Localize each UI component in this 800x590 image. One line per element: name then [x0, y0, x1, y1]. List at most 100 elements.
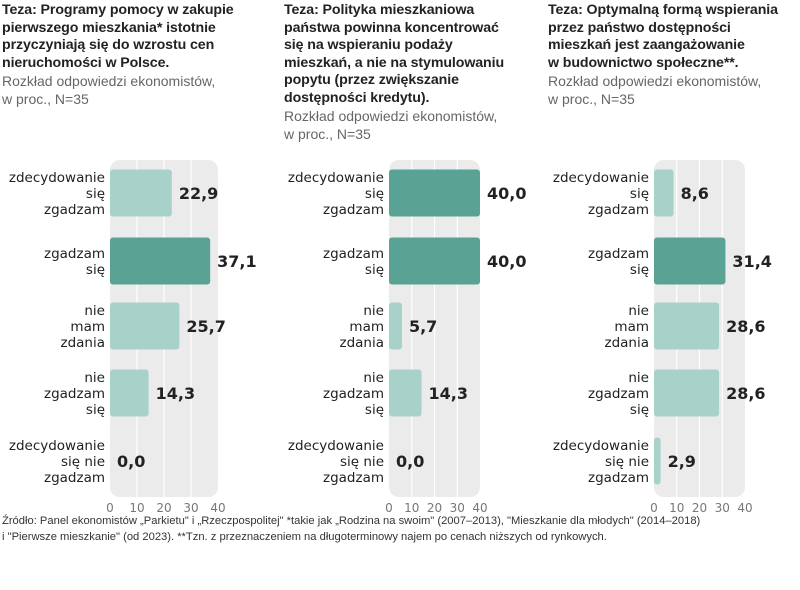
x-tick-label: 10: [404, 501, 419, 515]
value-label: 5,7: [409, 317, 437, 336]
value-label: 2,9: [668, 452, 696, 471]
category-label-line: zgadzam: [588, 246, 649, 262]
category-label: zdecydowanie się zgadzam: [288, 170, 384, 218]
category-label-line: zgadzam: [44, 202, 105, 218]
category-label: zgadzam się: [44, 246, 105, 278]
x-tick-label: 40: [472, 501, 487, 515]
category-label-line: zdecydowanie: [9, 438, 105, 454]
category-label-line: zgadzam: [588, 386, 649, 402]
category-label-line: zgadzam: [323, 470, 384, 486]
x-tick-label: 40: [737, 501, 752, 515]
category-label-line: nie: [628, 370, 649, 386]
x-tick-label: 20: [156, 501, 171, 515]
value-label: 22,9: [179, 184, 218, 203]
bar: [389, 369, 422, 417]
bar: [654, 302, 720, 350]
category-label-line: się: [86, 262, 105, 278]
category-label-line: mam: [349, 319, 384, 335]
value-label: 28,6: [726, 384, 765, 403]
category-label-line: zdecydowanie: [288, 170, 384, 186]
value-label: 14,3: [429, 384, 468, 403]
category-label-line: zdania: [60, 335, 105, 351]
category-label-line: się: [86, 186, 105, 202]
category-label: zdecydowanie się nie zgadzam: [288, 438, 384, 486]
category-label: zdecydowanie się zgadzam: [9, 170, 105, 218]
category-label-line: się nie: [340, 454, 384, 470]
value-label: 14,3: [156, 384, 195, 403]
category-label: nie zgadzam się: [323, 370, 384, 418]
x-tick-label: 30: [450, 501, 465, 515]
category-label-line: się: [365, 402, 384, 418]
category-label-line: się: [630, 262, 649, 278]
category-label-line: zgadzam: [323, 246, 384, 262]
category-label: nie zgadzam się: [588, 370, 649, 418]
category-label: zdecydowanie się nie zgadzam: [553, 438, 649, 486]
x-tick-label: 20: [692, 501, 707, 515]
category-label-line: się: [630, 402, 649, 418]
category-label-line: nie: [363, 303, 384, 319]
chart-title: Teza: Polityka mieszkaniowa państwa powi…: [284, 2, 505, 106]
bar: [110, 169, 172, 217]
category-label-line: zdecydowanie: [553, 170, 649, 186]
value-label: 28,6: [726, 317, 765, 336]
category-label-line: nie: [363, 370, 384, 386]
category-label-line: nie: [84, 303, 105, 319]
x-tick-label: 0: [650, 501, 658, 515]
x-tick-label: 0: [385, 501, 393, 515]
category-label-line: zdecydowanie: [9, 170, 105, 186]
category-label-line: zdecydowanie: [288, 438, 384, 454]
value-label: 40,0: [487, 252, 526, 271]
chart-subtitle: Rozkład odpowiedzi ekonomistów, w proc.,…: [2, 73, 216, 107]
x-tick-label: 30: [183, 501, 198, 515]
category-label-line: zdania: [339, 335, 384, 351]
bar: [654, 369, 720, 417]
x-tick-label: 30: [715, 501, 730, 515]
bar: [389, 237, 480, 285]
bar: [654, 437, 661, 485]
bar: [654, 237, 726, 285]
category-label-line: zgadzam: [44, 386, 105, 402]
value-label: 0,0: [117, 452, 145, 471]
x-tick-label: 0: [106, 501, 114, 515]
category-label-line: mam: [70, 319, 105, 335]
value-label: 0,0: [396, 452, 424, 471]
category-label-line: się: [630, 186, 649, 202]
category-label-line: zgadzam: [323, 386, 384, 402]
category-label: zdecydowanie się zgadzam: [553, 170, 649, 218]
category-label-line: zdecydowanie: [553, 438, 649, 454]
category-label: nie mam zdania: [339, 303, 384, 351]
category-label-line: nie: [84, 370, 105, 386]
category-label-line: zgadzam: [323, 202, 384, 218]
category-label: nie mam zdania: [60, 303, 105, 351]
value-label: 31,4: [732, 252, 771, 271]
x-tick-label: 10: [669, 501, 684, 515]
chart-subtitle: Rozkład odpowiedzi ekonomistów, w proc.,…: [548, 73, 762, 107]
value-label: 37,1: [217, 252, 256, 271]
category-label: zgadzam się: [323, 246, 384, 278]
source-footnote: Źródło: Panel ekonomistów „Parkietu" i „…: [2, 515, 701, 543]
value-label: 8,6: [681, 184, 709, 203]
bar: [389, 169, 480, 217]
chart-title: Teza: Programy pomocy w zakupie pierwsze…: [2, 2, 234, 71]
category-label: nie zgadzam się: [44, 370, 105, 418]
x-tick-label: 10: [129, 501, 144, 515]
category-label-line: się nie: [61, 454, 105, 470]
category-label: nie mam zdania: [604, 303, 649, 351]
bar: [110, 369, 149, 417]
category-label-line: zgadzam: [44, 246, 105, 262]
bar: [654, 169, 674, 217]
category-label-line: zgadzam: [588, 470, 649, 486]
value-label: 25,7: [186, 317, 225, 336]
category-label-line: się nie: [605, 454, 649, 470]
category-label-line: się: [365, 186, 384, 202]
category-label-line: się: [86, 402, 105, 418]
category-label: zdecydowanie się nie zgadzam: [9, 438, 105, 486]
category-label-line: zgadzam: [44, 470, 105, 486]
category-label-line: mam: [614, 319, 649, 335]
bar: [110, 237, 211, 285]
bar: [389, 302, 402, 350]
chart-title: Teza: Optymalną formą wspierania przez p…: [548, 2, 778, 71]
x-tick-label: 40: [210, 501, 225, 515]
category-label-line: zdania: [604, 335, 649, 351]
